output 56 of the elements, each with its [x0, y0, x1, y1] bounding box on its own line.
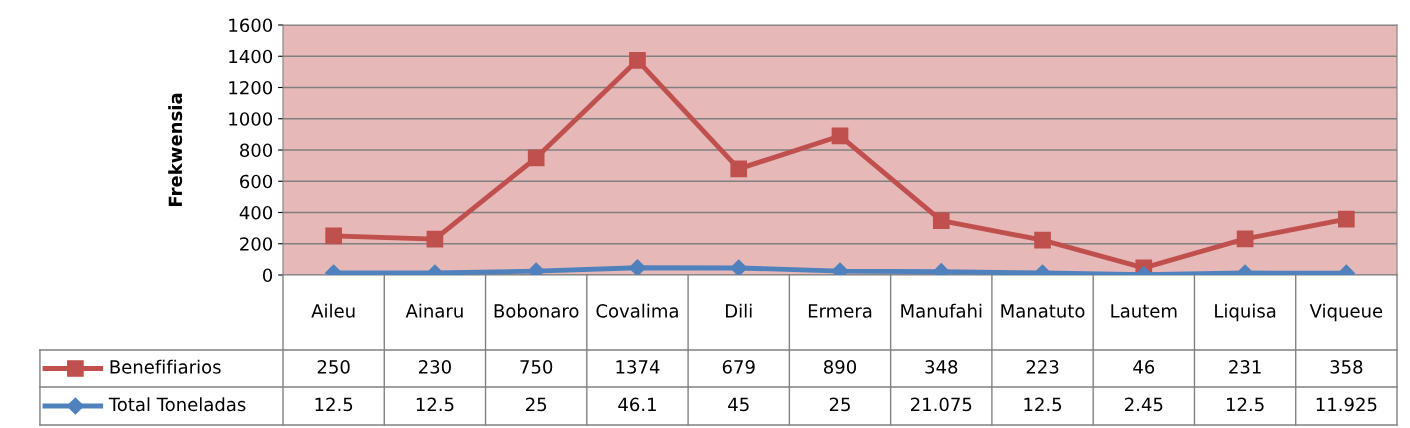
data-label: 1374: [616, 360, 660, 374]
data-label: 12.5: [315, 397, 353, 412]
point: [730, 259, 748, 275]
y-tick-label: 200: [240, 237, 273, 251]
y-tick-label: 0: [262, 268, 273, 283]
data-label: 46: [1133, 360, 1155, 374]
data-label: 230: [419, 360, 451, 374]
x-tick-label: Ermera: [808, 304, 872, 318]
point: [831, 127, 849, 145]
x-tick-label: Lautem: [1111, 304, 1177, 318]
x-tick-label: Liquisa: [1215, 303, 1276, 322]
data-label: 223: [1026, 360, 1059, 374]
data-label: 358: [1330, 360, 1363, 374]
data-label: 12.5: [416, 397, 454, 412]
point: [1236, 230, 1254, 248]
data-label: 250: [317, 360, 350, 374]
point: [1034, 231, 1051, 249]
data-label: 25: [829, 397, 850, 412]
point: [730, 160, 748, 178]
y-tick-label: 1600: [229, 18, 273, 33]
data-label: 45: [728, 397, 749, 412]
x-tick-label: Manufahi: [901, 303, 982, 318]
y-tick-label: 800: [240, 143, 273, 158]
data-label: 231: [1229, 360, 1261, 374]
point: [325, 227, 342, 245]
x-tick-label: Viqueue: [1309, 303, 1383, 322]
point: [932, 212, 950, 229]
y-tick-label: 1200: [229, 80, 273, 95]
x-tick-label: Bobonaro: [494, 303, 579, 318]
data-label: 348: [925, 360, 958, 374]
x-tick-label: Ainaru: [405, 303, 463, 318]
legend-label: Total Toneladas: [108, 397, 246, 412]
x-tick-label: Dili: [726, 303, 752, 318]
data-label: 12.5: [1226, 397, 1264, 412]
data-label: 21.075: [911, 397, 972, 412]
data-label: 750: [520, 360, 553, 374]
y-tick-label: 1400: [229, 49, 273, 64]
data-label: 2.45: [1125, 397, 1163, 412]
point: [628, 259, 647, 275]
point: [1338, 210, 1355, 228]
x-tick-label: Aileu: [311, 303, 355, 318]
data-label: 12.5: [1024, 397, 1062, 412]
point: [527, 149, 545, 167]
x-tick-label: Covalima: [596, 303, 678, 318]
point: [426, 230, 444, 248]
y-axis-title: Frekwensia: [168, 93, 183, 206]
y-tick-label: 1000: [229, 112, 273, 126]
data-label: 25: [526, 397, 547, 412]
legend-label: Benefifiarios: [110, 359, 221, 374]
data-label: 46.1: [618, 397, 656, 412]
data-label: 679: [722, 360, 755, 374]
y-tick-label: 400: [239, 205, 273, 220]
y-tick-label: 600: [240, 174, 273, 189]
data-label: 890: [823, 360, 857, 374]
x-tick-label: Manatuto: [1001, 304, 1085, 318]
data-label: 11.925: [1316, 397, 1377, 412]
